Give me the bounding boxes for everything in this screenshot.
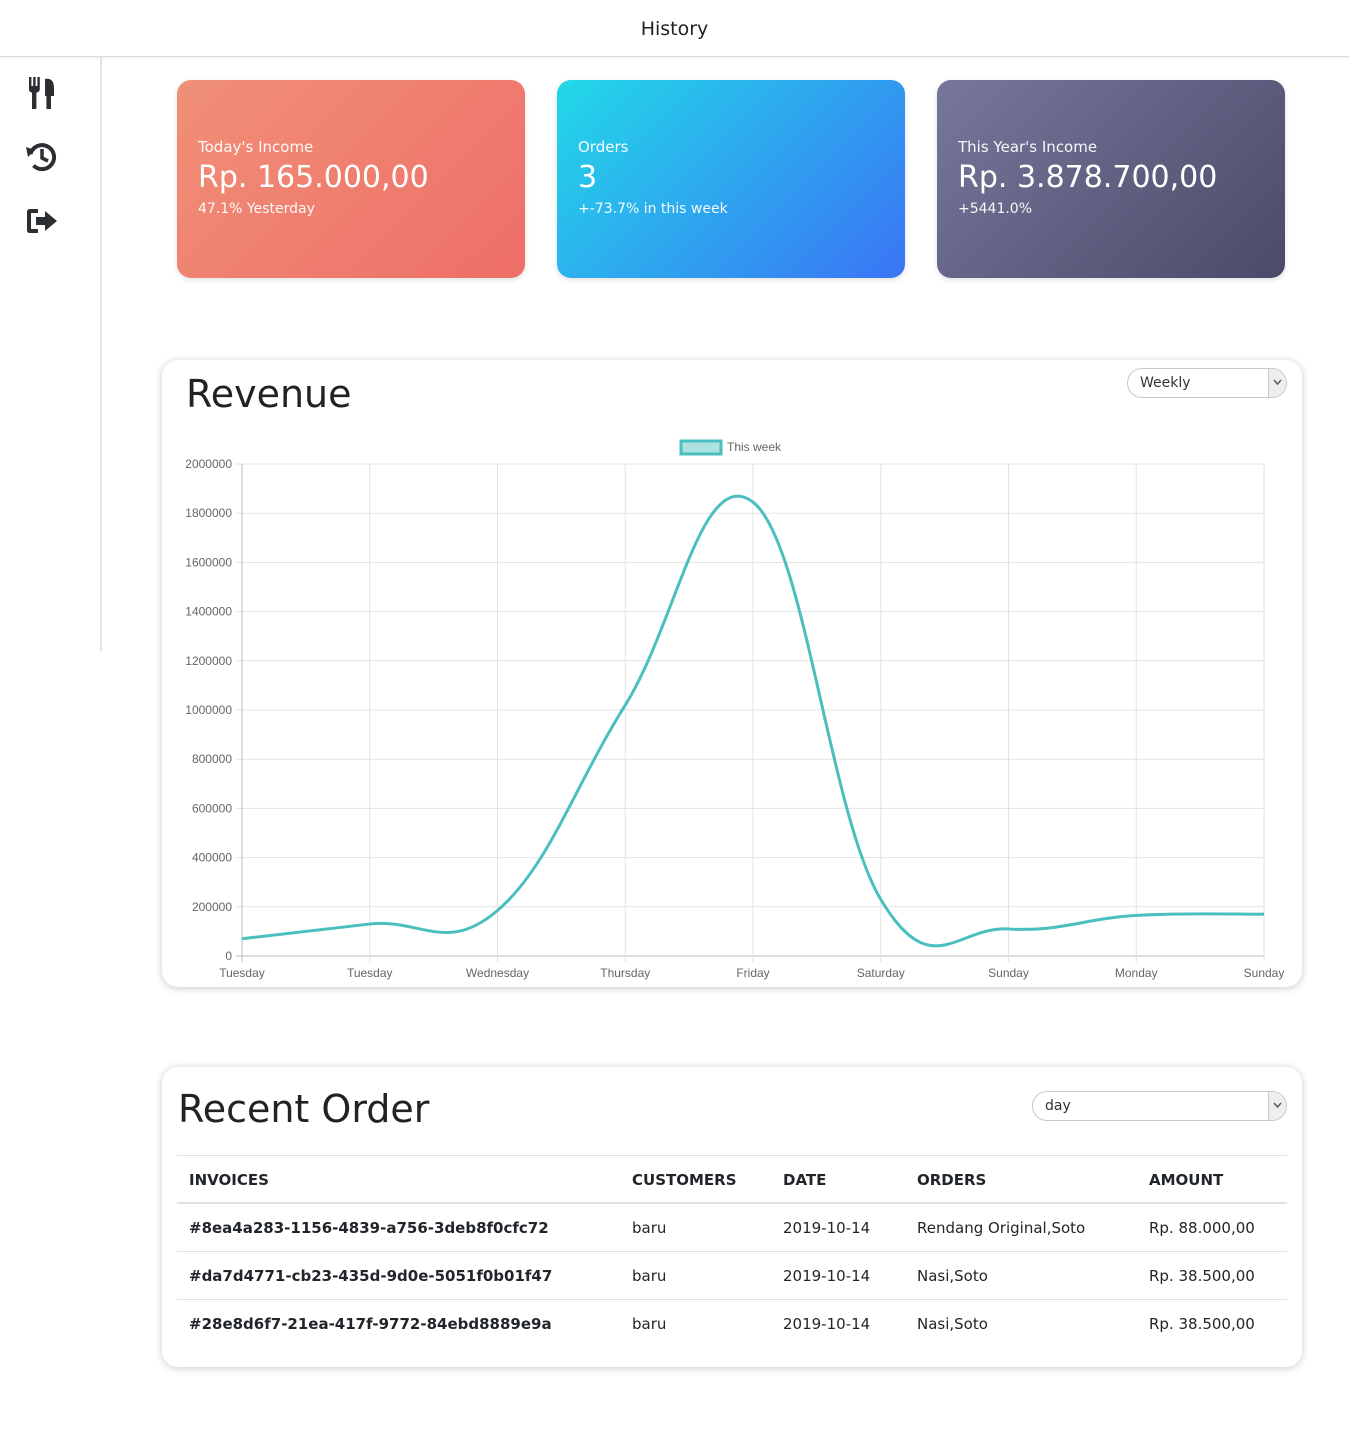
date-cell: 2019-10-14 bbox=[783, 1315, 871, 1333]
y-tick-label: 200000 bbox=[192, 900, 232, 914]
sidebar-item-menu[interactable] bbox=[24, 75, 60, 111]
card-value: 3 bbox=[578, 160, 598, 195]
x-tick-label: Monday bbox=[1115, 966, 1158, 980]
date-cell: 2019-10-14 bbox=[771, 1203, 905, 1252]
invoice-cell: #28e8d6f7-21ea-417f-9772-84ebd8889e9a bbox=[189, 1315, 552, 1333]
column-header-orders: ORDERS bbox=[905, 1155, 1137, 1204]
orders-cell: Nasi,Soto bbox=[905, 1251, 1137, 1300]
x-tick-label: Friday bbox=[736, 966, 769, 980]
card-value: Rp. 165.000,00 bbox=[198, 160, 429, 195]
column-header-amount: AMOUNT bbox=[1137, 1155, 1287, 1204]
amount-cell: Rp. 38.500,00 bbox=[1137, 1251, 1287, 1300]
column-header-invoices: INVOICES bbox=[177, 1155, 620, 1204]
orders-card: Orders 3 +-73.7% in this week bbox=[557, 80, 905, 278]
chevron-down-icon bbox=[1268, 369, 1286, 397]
card-value: Rp. 3.878.700,00 bbox=[958, 160, 1218, 195]
sidebar-item-history[interactable] bbox=[24, 139, 60, 175]
revenue-panel: Revenue Weekly 0 200000 400000 600000 800000… bbox=[162, 360, 1302, 987]
y-tick-label: 600000 bbox=[192, 801, 232, 815]
card-label: Today's Income bbox=[198, 138, 314, 156]
sidebar bbox=[0, 57, 102, 651]
card-label: Orders bbox=[578, 138, 629, 156]
y-tick-label: 2000000 bbox=[185, 457, 232, 471]
revenue-title: Revenue bbox=[186, 372, 352, 416]
yearly-income-card: This Year's Income Rp. 3.878.700,00 +544… bbox=[937, 80, 1285, 278]
revenue-period-value: Weekly bbox=[1140, 375, 1191, 391]
amount-cell: Rp. 38.500,00 bbox=[1149, 1315, 1255, 1333]
card-label: This Year's Income bbox=[958, 138, 1098, 156]
orders-table: INVOICES CUSTOMERS DATE ORDERS AMOUNT #8… bbox=[177, 1155, 1287, 1347]
customer-cell: baru bbox=[620, 1251, 771, 1300]
y-tick-label: 0 bbox=[225, 949, 232, 963]
chevron-down-icon bbox=[1268, 1092, 1286, 1120]
customer-cell: baru bbox=[632, 1315, 667, 1333]
y-tick-label: 1600000 bbox=[185, 555, 232, 569]
column-header-date: DATE bbox=[771, 1155, 905, 1204]
legend-label: This week bbox=[727, 440, 782, 454]
todays-income-card: Today's Income Rp. 165.000,00 47.1% Yest… bbox=[177, 80, 525, 278]
fork-knife-icon bbox=[29, 77, 54, 109]
y-tick-label: 800000 bbox=[192, 752, 232, 766]
invoice-cell: #da7d4771-cb23-435d-9d0e-5051f0b01f47 bbox=[177, 1251, 620, 1300]
y-tick-label: 1400000 bbox=[185, 605, 232, 619]
table-row[interactable]: #8ea4a283-1156-4839-a756-3deb8f0cfc72 ba… bbox=[177, 1203, 1287, 1252]
x-tick-label: Tuesday bbox=[347, 966, 393, 980]
series-line bbox=[241, 494, 1265, 948]
table-row[interactable]: #28e8d6f7-21ea-417f-9772-84ebd8889e9a ba… bbox=[177, 1300, 1287, 1348]
card-subtext: +-73.7% in this week bbox=[578, 201, 728, 217]
table-row[interactable]: #da7d4771-cb23-435d-9d0e-5051f0b01f47 ba… bbox=[177, 1251, 1287, 1300]
x-tick-label: Thursday bbox=[600, 966, 650, 980]
history-icon bbox=[26, 143, 57, 172]
card-subtext: 47.1% Yesterday bbox=[198, 201, 315, 217]
y-tick-label: 1800000 bbox=[185, 506, 232, 520]
recent-order-panel: Recent Order day INVOICES CUSTOMERS DATE… bbox=[162, 1067, 1302, 1367]
y-tick-label: 1200000 bbox=[185, 654, 232, 668]
x-tick-label: Sunday bbox=[988, 966, 1029, 980]
customer-cell: baru bbox=[620, 1203, 771, 1252]
orders-cell: Nasi,Soto bbox=[917, 1315, 988, 1333]
table-header-row: INVOICES CUSTOMERS DATE ORDERS AMOUNT bbox=[177, 1155, 1287, 1204]
recent-order-title: Recent Order bbox=[178, 1087, 430, 1131]
x-tick-label: Wednesday bbox=[466, 966, 529, 980]
invoice-cell: #8ea4a283-1156-4839-a756-3deb8f0cfc72 bbox=[177, 1203, 620, 1252]
x-tick-label: Saturday bbox=[857, 966, 905, 980]
column-header-customers: CUSTOMERS bbox=[620, 1155, 771, 1204]
revenue-period-select[interactable]: Weekly bbox=[1127, 368, 1287, 398]
card-subtext: +5441.0% bbox=[958, 201, 1033, 217]
x-tick-label: Sunday bbox=[1244, 966, 1285, 980]
recent-order-filter-select[interactable]: day bbox=[1032, 1091, 1287, 1121]
y-tick-label: 1000000 bbox=[185, 703, 232, 717]
legend-swatch bbox=[679, 439, 723, 456]
sidebar-item-logout[interactable] bbox=[24, 203, 60, 239]
y-tick-label: 400000 bbox=[192, 851, 232, 865]
orders-cell: Rendang Original,Soto bbox=[905, 1203, 1137, 1252]
sign-out-icon bbox=[27, 209, 57, 233]
date-cell: 2019-10-14 bbox=[771, 1251, 905, 1300]
page-title: History bbox=[640, 18, 709, 40]
amount-cell: Rp. 88.000,00 bbox=[1137, 1203, 1287, 1252]
revenue-chart: 0 200000 400000 600000 800000 1000000 1200000 1… bbox=[185, 439, 1285, 980]
recent-order-filter-value: day bbox=[1045, 1098, 1071, 1114]
x-tick-label: Tuesday bbox=[219, 966, 265, 980]
top-bar: History bbox=[0, 0, 1349, 57]
